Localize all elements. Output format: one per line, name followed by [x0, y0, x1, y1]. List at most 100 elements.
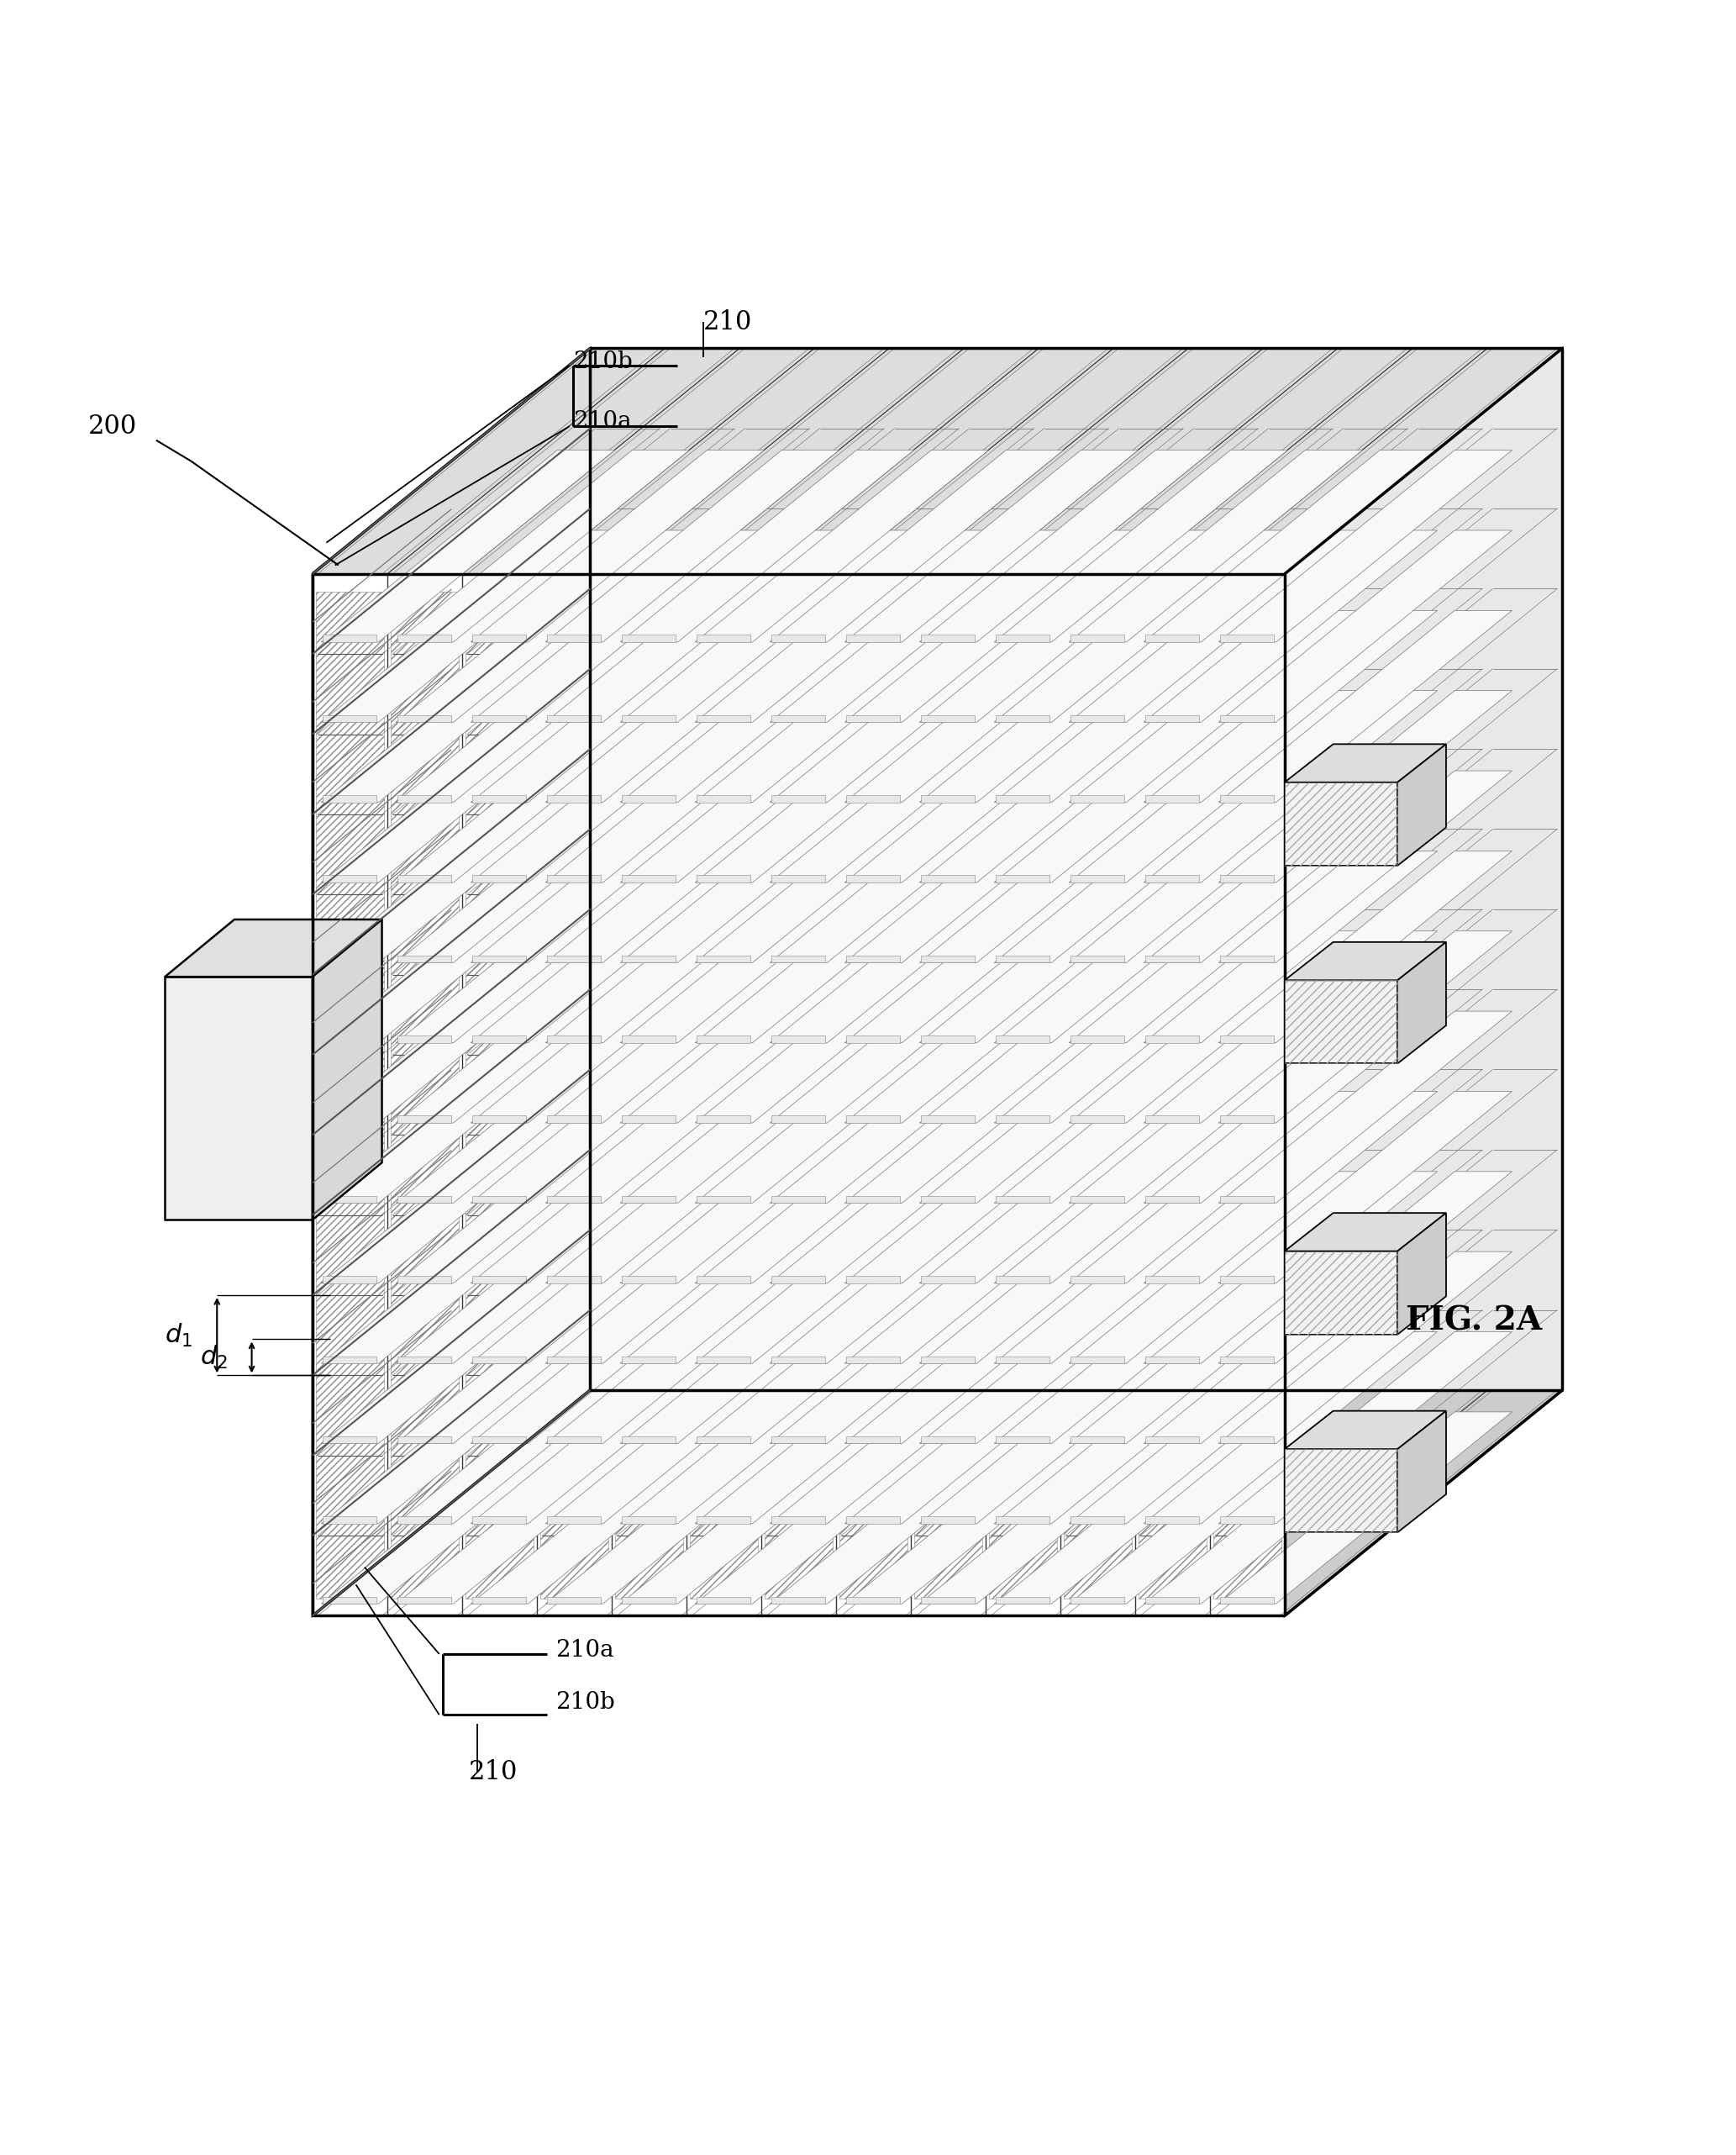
Polygon shape: [847, 955, 901, 963]
Polygon shape: [696, 1196, 750, 1202]
Polygon shape: [1144, 1011, 1437, 1202]
Polygon shape: [1069, 690, 1363, 884]
Polygon shape: [686, 349, 1038, 573]
Text: $d_2$: $d_2$: [200, 1345, 227, 1371]
Polygon shape: [1071, 1435, 1125, 1444]
Polygon shape: [922, 1276, 976, 1282]
Polygon shape: [1219, 931, 1512, 1123]
Polygon shape: [769, 690, 1064, 884]
Polygon shape: [689, 590, 757, 1599]
Polygon shape: [1071, 1037, 1125, 1043]
Polygon shape: [547, 795, 601, 802]
Polygon shape: [398, 1196, 451, 1202]
Polygon shape: [312, 349, 1562, 573]
Polygon shape: [396, 1332, 689, 1524]
Polygon shape: [922, 1517, 976, 1524]
Polygon shape: [922, 636, 976, 642]
Polygon shape: [1069, 851, 1363, 1043]
Polygon shape: [1144, 450, 1437, 642]
Polygon shape: [996, 715, 1050, 722]
Polygon shape: [621, 1196, 675, 1202]
Polygon shape: [995, 851, 1288, 1043]
Text: 210a: 210a: [573, 409, 632, 433]
Polygon shape: [1219, 530, 1512, 722]
Polygon shape: [620, 690, 913, 884]
Polygon shape: [694, 1011, 988, 1202]
Polygon shape: [323, 1196, 377, 1202]
Text: 210a: 210a: [556, 1640, 615, 1662]
Polygon shape: [694, 1332, 988, 1524]
Polygon shape: [620, 530, 913, 722]
Polygon shape: [472, 1435, 526, 1444]
Polygon shape: [922, 795, 976, 802]
Polygon shape: [920, 690, 1213, 884]
Polygon shape: [996, 1196, 1050, 1202]
Polygon shape: [396, 1172, 689, 1364]
Polygon shape: [396, 931, 689, 1123]
Polygon shape: [462, 573, 536, 1616]
Polygon shape: [1219, 1090, 1512, 1282]
Polygon shape: [922, 1597, 976, 1603]
Polygon shape: [696, 875, 750, 884]
Polygon shape: [1285, 1448, 1397, 1532]
Polygon shape: [590, 349, 1562, 1390]
Polygon shape: [995, 1090, 1288, 1282]
Polygon shape: [387, 1390, 740, 1616]
Polygon shape: [620, 1172, 913, 1364]
Polygon shape: [764, 590, 833, 1599]
Polygon shape: [1144, 530, 1437, 722]
Polygon shape: [1144, 1412, 1437, 1603]
Polygon shape: [620, 851, 913, 1043]
Polygon shape: [1069, 1412, 1363, 1603]
Polygon shape: [621, 715, 675, 722]
Polygon shape: [694, 530, 988, 722]
Polygon shape: [321, 1412, 615, 1603]
Polygon shape: [771, 1355, 826, 1364]
Polygon shape: [694, 450, 988, 642]
Polygon shape: [615, 590, 682, 1599]
Polygon shape: [995, 1412, 1288, 1603]
Polygon shape: [462, 349, 814, 573]
Polygon shape: [470, 1090, 764, 1282]
Polygon shape: [536, 1390, 889, 1616]
Polygon shape: [1069, 610, 1363, 802]
Polygon shape: [694, 1252, 988, 1444]
Polygon shape: [1210, 573, 1285, 1616]
Polygon shape: [995, 450, 1288, 642]
Polygon shape: [996, 875, 1050, 884]
Polygon shape: [398, 1597, 451, 1603]
Polygon shape: [996, 795, 1050, 802]
Polygon shape: [1285, 1252, 1397, 1334]
Polygon shape: [545, 610, 838, 802]
Polygon shape: [323, 1116, 377, 1123]
Polygon shape: [1064, 590, 1132, 1599]
Polygon shape: [1219, 1332, 1512, 1524]
Polygon shape: [694, 771, 988, 963]
Polygon shape: [760, 1390, 1115, 1616]
Polygon shape: [771, 1435, 826, 1444]
Polygon shape: [396, 610, 689, 802]
Polygon shape: [996, 636, 1050, 642]
Polygon shape: [472, 875, 526, 884]
Polygon shape: [920, 610, 1213, 802]
Polygon shape: [686, 573, 760, 1616]
Polygon shape: [312, 573, 387, 1616]
Polygon shape: [920, 1252, 1213, 1444]
Polygon shape: [396, 450, 689, 642]
Polygon shape: [996, 1276, 1050, 1282]
Polygon shape: [845, 771, 1139, 963]
Polygon shape: [1146, 636, 1200, 642]
Polygon shape: [1213, 590, 1281, 1599]
Polygon shape: [847, 1116, 901, 1123]
Polygon shape: [547, 636, 601, 642]
Polygon shape: [470, 851, 764, 1043]
Polygon shape: [547, 715, 601, 722]
Polygon shape: [1220, 1116, 1274, 1123]
Polygon shape: [986, 573, 1061, 1616]
Polygon shape: [837, 1390, 1189, 1616]
Polygon shape: [922, 1116, 976, 1123]
Polygon shape: [1220, 1355, 1274, 1364]
Polygon shape: [621, 875, 675, 884]
Polygon shape: [1210, 349, 1562, 573]
Polygon shape: [1220, 1597, 1274, 1603]
